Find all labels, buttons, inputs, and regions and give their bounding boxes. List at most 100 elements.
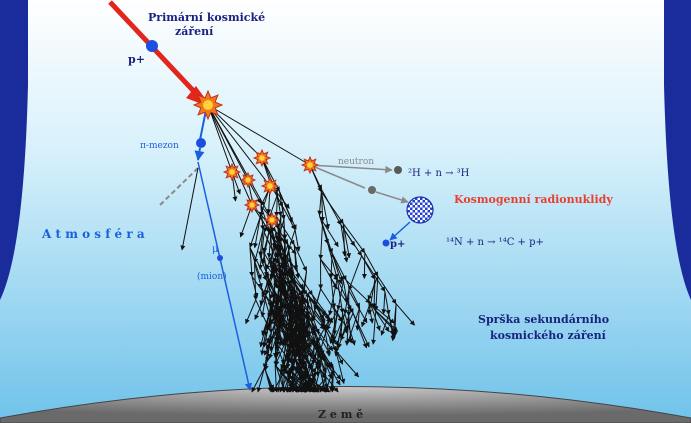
shower-particle-arrow <box>320 288 343 323</box>
shower-particle-arrow <box>275 219 285 243</box>
shower-particle-arrow <box>272 370 285 393</box>
shower-particle-arrow <box>207 104 311 166</box>
shower-particle-arrow <box>281 290 292 320</box>
atmosphere-label: A t m o s f é r a <box>41 227 145 241</box>
proton-secondary-label: p+ <box>390 239 405 250</box>
shower-particle-arrow <box>263 307 271 337</box>
reaction-2-label: ¹⁴N + n → ¹⁴C + p+ <box>446 237 544 248</box>
nucleus-icon <box>406 196 434 224</box>
shower-particle-arrow <box>274 194 280 217</box>
pi-meson-label: π-mezon <box>140 141 179 151</box>
shower-particle-arrow <box>281 371 287 393</box>
mu-symbol-label: μ <box>212 244 219 255</box>
shower-particle-arrow <box>320 258 339 281</box>
shower-particle-arrow <box>285 289 291 312</box>
shower-particle-arrow <box>278 191 286 220</box>
shower-particle-arrow <box>263 368 274 390</box>
shower-particle-arrow <box>318 318 331 353</box>
primary-ray-label-2: záření <box>175 25 214 38</box>
shower-particle-arrow <box>307 294 331 320</box>
earth-surface <box>0 386 691 423</box>
muon-label: (mion) <box>197 271 227 282</box>
shower-particle-arrow <box>311 321 331 355</box>
shower-particle-arrow <box>287 243 295 278</box>
shower-particle-arrow <box>249 247 262 280</box>
shower-particle-arrow <box>265 324 279 350</box>
shower-particle-arrow <box>381 291 387 315</box>
shower-particle-arrow <box>325 376 339 393</box>
collision-burst-icon <box>192 89 224 121</box>
shower-particle-arrow <box>289 290 295 321</box>
shower-particle-arrow <box>268 257 280 290</box>
shower-particle-arrow <box>355 307 361 331</box>
shower-particle-arrow <box>275 231 297 255</box>
collision-burst-icon <box>300 155 320 175</box>
shower-particle-arrow <box>258 232 265 270</box>
shower-particle-arrow <box>260 205 266 231</box>
shower-particle-arrow <box>371 279 377 309</box>
shower-particle-arrow <box>258 229 264 257</box>
shower-particle-arrow <box>265 247 276 271</box>
shower-particle-arrow <box>245 299 257 325</box>
shower-particle-arrow <box>307 337 326 360</box>
shower-particle-arrow <box>317 189 323 216</box>
shower-particle-arrow <box>287 346 299 381</box>
shower-particle-arrow <box>287 310 309 339</box>
shower-particle-arrow <box>266 311 281 344</box>
shower-particle-arrow <box>268 257 292 291</box>
shower-particle-arrow <box>283 310 297 340</box>
shower-particle-arrow <box>285 289 297 311</box>
shower-particle-arrow <box>395 303 415 326</box>
shower-particle-arrow <box>298 342 316 379</box>
shower-particle-arrow <box>276 311 282 341</box>
shower-particle-arrow <box>330 278 337 309</box>
shower-particle-arrow <box>345 280 361 309</box>
shower-particle-arrow <box>330 277 352 311</box>
shower-particle-arrow <box>321 191 344 225</box>
muon-path <box>197 161 253 391</box>
shower-particle-arrow <box>263 252 269 277</box>
primary-ray-label: Primární kosmické <box>148 11 265 24</box>
shower-particle-arrow <box>342 280 349 303</box>
shower-particle-arrow <box>340 224 349 263</box>
shower-particle-arrow <box>305 294 311 317</box>
shower-particle-arrow <box>304 379 311 393</box>
shower-particle-arrow <box>280 242 292 273</box>
shower-particle-arrow <box>279 191 297 230</box>
shower-particle-arrow <box>263 252 287 291</box>
shower-particle-arrow <box>276 250 295 285</box>
primary-ray-arrow <box>108 0 204 102</box>
shower-particle-arrow <box>249 216 261 248</box>
shower-particle-arrow <box>295 310 302 344</box>
collision-burst-icon <box>263 211 281 229</box>
shower-particle-arrow <box>328 253 334 279</box>
shower-particle-arrow <box>314 378 321 393</box>
shower-particle-arrow <box>320 191 330 230</box>
shower-particle-arrow <box>295 344 311 381</box>
shower-particle-arrow <box>336 280 344 311</box>
shower-particle-arrow <box>285 277 306 306</box>
secondary-shower <box>207 104 415 393</box>
shower-particle-arrow <box>256 368 265 393</box>
shower-particle-arrow <box>289 375 301 393</box>
collision-bursts <box>192 89 320 229</box>
neutron-label: neutron <box>338 157 374 167</box>
shower-particle-arrow <box>296 379 311 393</box>
cosmogenic-label: Kosmogenní radionuklidy <box>454 193 613 206</box>
shower-particle-arrow <box>324 358 341 386</box>
collision-burst-icon <box>243 196 261 214</box>
shower-particle-arrow <box>269 265 278 289</box>
shower-particle-arrow <box>311 321 320 346</box>
shower-particle-arrow <box>321 189 342 226</box>
shower-particle-arrow <box>322 221 339 248</box>
shower-particle-arrow <box>268 286 281 313</box>
shower-particle-arrow <box>254 294 267 320</box>
shower-particle-arrow <box>239 204 253 238</box>
shower-particle-arrow <box>331 252 347 281</box>
shower-particle-arrow <box>251 276 259 299</box>
shower-particle-arrow <box>299 271 307 305</box>
reaction-1-label: ²H + n → ³H <box>408 168 470 179</box>
